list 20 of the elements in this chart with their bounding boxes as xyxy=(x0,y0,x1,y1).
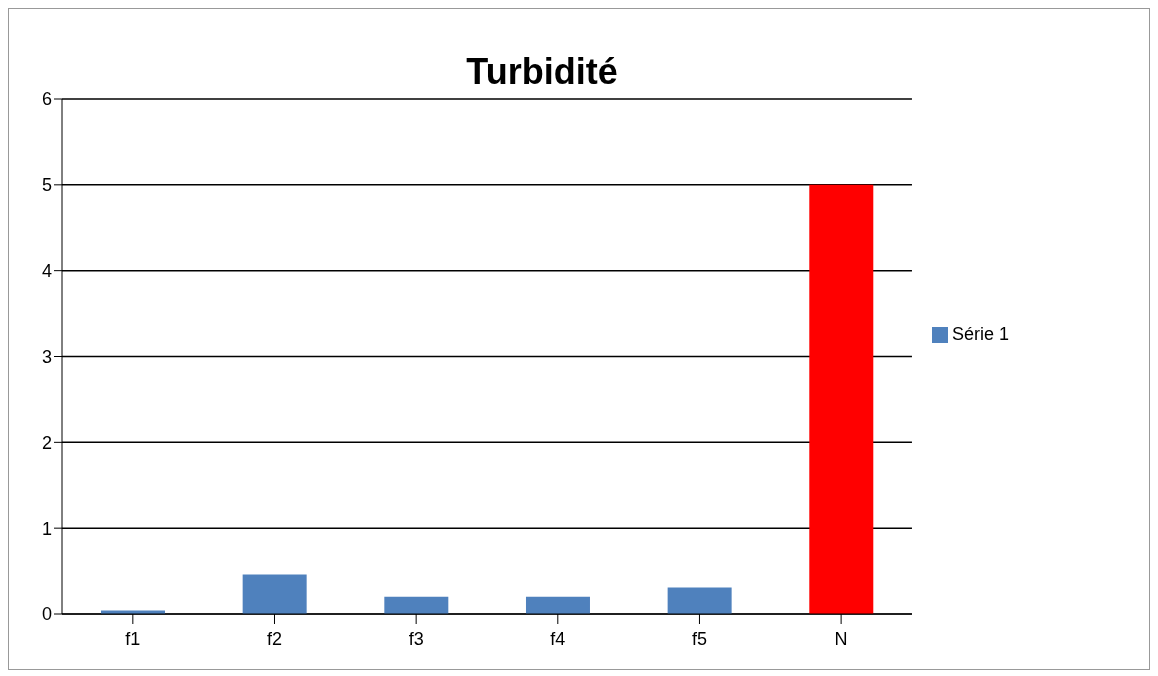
y-tick-label: 2 xyxy=(41,432,52,453)
chart-title: Turbidité xyxy=(465,51,619,93)
y-tick-label: 6 xyxy=(41,89,52,110)
x-tick-label: f2 xyxy=(266,628,282,649)
x-tick-label: N xyxy=(834,628,848,649)
x-tick-label: f4 xyxy=(550,628,566,649)
bar xyxy=(667,587,732,614)
bar xyxy=(384,596,449,614)
bar xyxy=(242,574,307,614)
x-tick-label: f3 xyxy=(408,628,424,649)
legend-label: Série 1 xyxy=(951,323,1009,344)
y-tick-label: 3 xyxy=(41,346,52,367)
y-tick-label: 4 xyxy=(41,261,52,282)
x-tick-label: f5 xyxy=(691,628,707,649)
x-tick-label: f1 xyxy=(125,628,141,649)
y-tick-label: 0 xyxy=(41,604,52,625)
y-tick-label: 1 xyxy=(41,518,52,539)
bar xyxy=(525,596,590,614)
bar xyxy=(809,184,874,614)
y-tick-label: 5 xyxy=(41,175,52,196)
